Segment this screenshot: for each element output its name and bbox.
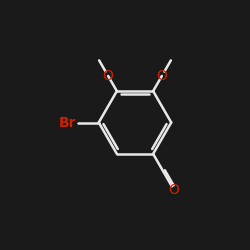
Text: O: O — [156, 69, 167, 83]
Text: O: O — [103, 69, 114, 83]
Text: Br: Br — [59, 116, 76, 130]
Text: O: O — [169, 183, 179, 197]
